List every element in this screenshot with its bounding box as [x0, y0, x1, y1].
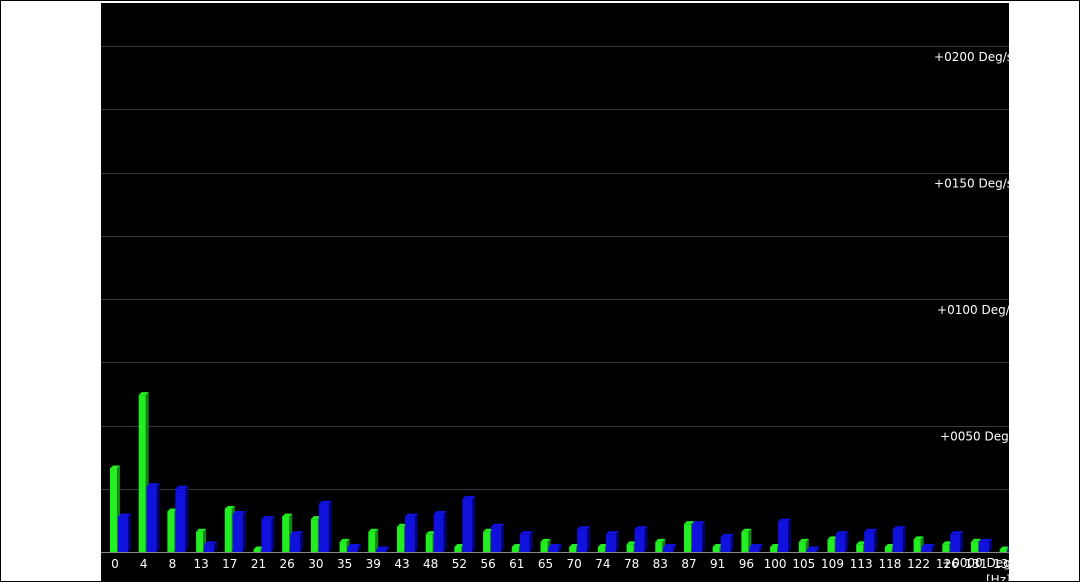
y-tick-label: +0200 Deg/s [934, 50, 1009, 64]
x-tick-label: 56 [480, 557, 495, 571]
y-tick-label: +0050 Deg/s [940, 430, 1009, 444]
x-tick-label: 8 [169, 557, 177, 571]
x-tick-label: 131 [965, 557, 988, 571]
bar-blue [347, 543, 361, 552]
x-tick-label: 118 [878, 557, 901, 571]
y-tick-label: +0100 Deg/s [937, 303, 1009, 317]
bar-blue [261, 516, 275, 552]
bar-blue [663, 543, 677, 552]
x-tick-label: 43 [394, 557, 409, 571]
bar-blue [1007, 545, 1009, 552]
x-unit-label: [Hz] [986, 573, 1009, 582]
x-tick-label: 87 [681, 557, 696, 571]
x-tick-label: 17 [222, 557, 237, 571]
x-tick-label: 26 [280, 557, 295, 571]
bar-blue [864, 528, 878, 552]
x-tick-label: 83 [653, 557, 668, 571]
x-tick-label: 78 [624, 557, 639, 571]
bar-blue [778, 518, 792, 552]
bar-green [368, 528, 379, 552]
x-tick-label: 122 [907, 557, 930, 571]
x-tick-label: 126 [936, 557, 959, 571]
x-tick-label: 100 [764, 557, 787, 571]
bar-blue [892, 526, 906, 552]
bar-blue [692, 521, 705, 552]
bar-green [540, 538, 551, 552]
bar-blue [204, 541, 218, 552]
bar-blue [290, 531, 304, 552]
bar-blue [605, 531, 619, 552]
bar-blue [318, 500, 332, 552]
x-tick-label: 4 [140, 557, 148, 571]
bar-blue [118, 513, 131, 552]
bar-blue [548, 543, 562, 552]
bar-blue [405, 513, 418, 552]
x-tick-label: 105 [792, 557, 815, 571]
bar-green [999, 546, 1009, 552]
x-tick-label: 48 [423, 557, 438, 571]
bar-blue [577, 526, 591, 552]
x-tick-label: 30 [308, 557, 323, 571]
plot-area: +0200 Deg/s +0150 Deg/s +0100 Deg/s +0050 D… [101, 3, 1009, 582]
bar-blue [376, 546, 390, 552]
x-tick-label: 35 [337, 557, 352, 571]
bar-green [339, 538, 350, 552]
x-tick-label: 39 [366, 557, 381, 571]
bar-blue [921, 543, 935, 552]
x-tick-label: 61 [509, 557, 524, 571]
x-tick-label: 109 [821, 557, 844, 571]
bar-blue [491, 523, 505, 552]
bar-chart: +0200 Deg/s +0150 Deg/s +0100 Deg/s +0050 D… [101, 46, 1009, 582]
bar-blue [835, 531, 849, 552]
bar-blue [175, 485, 189, 552]
x-tick-label: 65 [538, 557, 553, 571]
x-tick-label: 13 [193, 557, 208, 571]
x-tick-label: 0 [111, 557, 119, 571]
x-tick-label: 70 [567, 557, 582, 571]
x-tick-label: 52 [452, 557, 467, 571]
x-tick-label: 74 [595, 557, 610, 571]
bar-blue [519, 531, 533, 552]
x-tick-label: 91 [710, 557, 725, 571]
bar-green [741, 528, 752, 552]
bar-blue [462, 495, 476, 552]
bar-blue [232, 511, 246, 552]
x-tick-label: 96 [739, 557, 754, 571]
bar-blue [720, 533, 734, 552]
bar-blue [950, 531, 964, 552]
x-tick-label: 21 [251, 557, 266, 571]
bar-blue [749, 543, 763, 552]
bar-blue [146, 483, 160, 552]
x-tick-label: 135 [993, 557, 1009, 571]
bar-blue [433, 511, 447, 552]
y-tick-label: +0150 Deg/s [934, 177, 1009, 191]
x-tick-label: 113 [850, 557, 873, 571]
bar-blue [634, 526, 648, 552]
y-tick-label: +0000 Deg/s [942, 556, 1009, 570]
bar-blue [979, 538, 992, 552]
bar-blue [806, 546, 820, 552]
